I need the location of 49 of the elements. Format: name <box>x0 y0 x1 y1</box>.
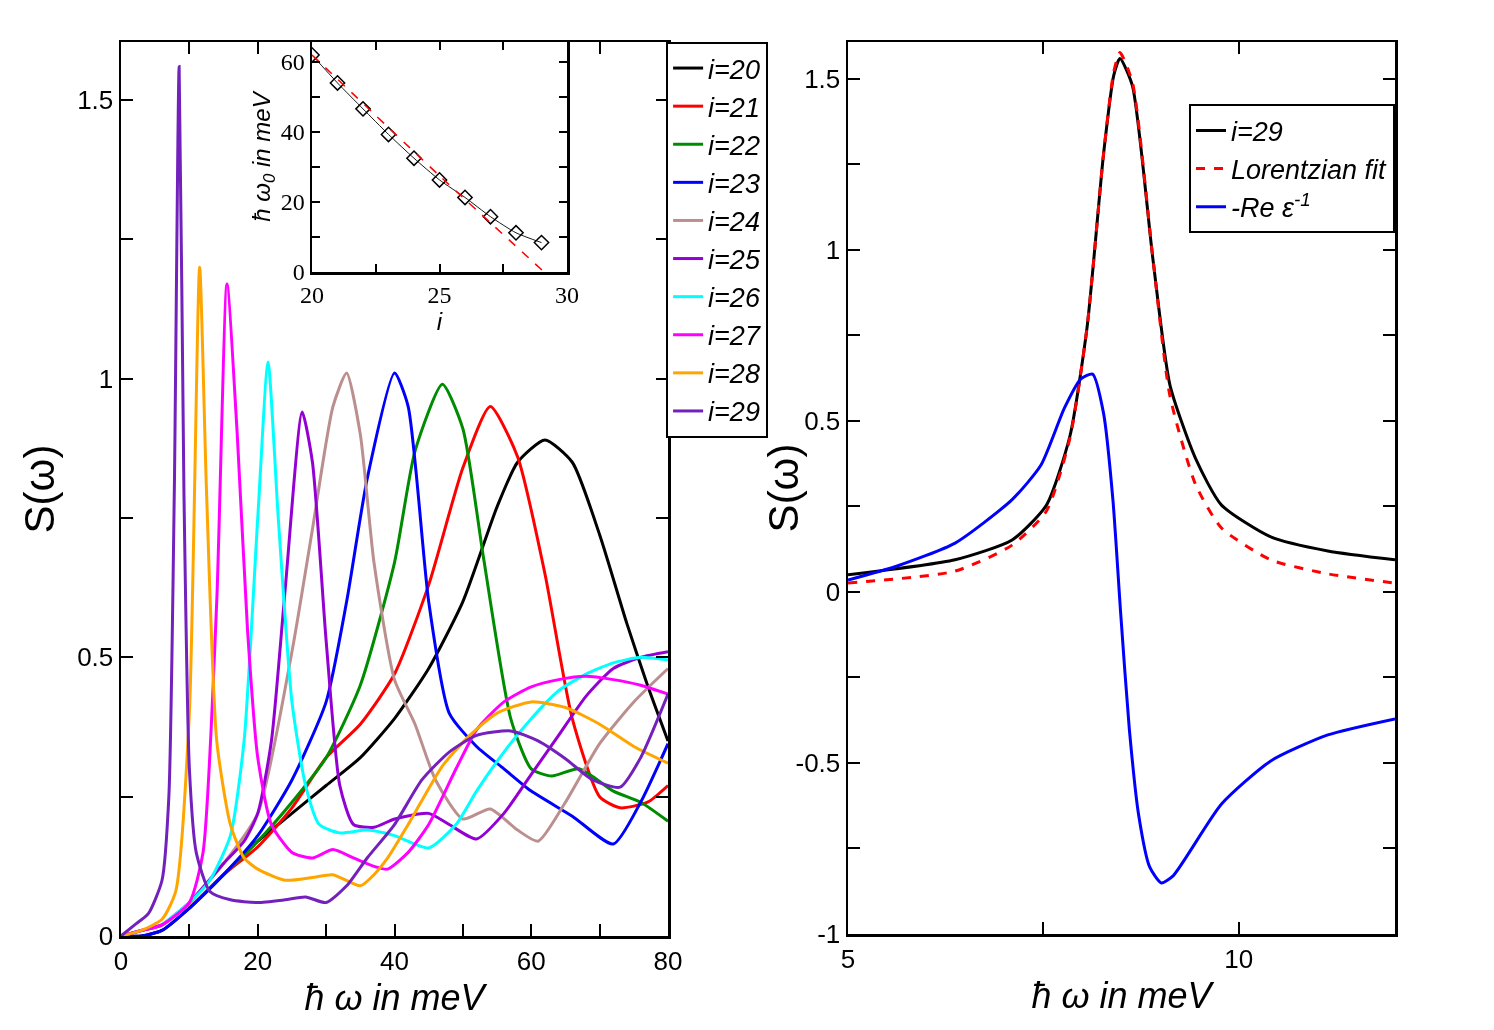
x-tick-label: 80 <box>653 945 683 976</box>
y-tick-label: 0 <box>98 921 114 952</box>
point <box>380 126 397 143</box>
legend-label: i=21 <box>708 92 760 123</box>
legend-label: i=28 <box>708 359 760 390</box>
y-tick-label: 0 <box>825 577 841 608</box>
legend-label: i=25 <box>708 245 761 276</box>
legend-label: i=23 <box>708 168 760 199</box>
point <box>482 208 499 225</box>
point <box>406 150 422 167</box>
legend-label: Lorentzian fit <box>1231 155 1388 186</box>
y-tick-label: 0.5 <box>804 406 841 437</box>
y-tick-label: 20 <box>280 189 305 216</box>
legend-label: -Re ε$^{-1}$ <box>1231 188 1311 224</box>
legend-label: i=20 <box>708 54 760 85</box>
x-axis-title: ħ ω in meV <box>304 976 488 1018</box>
point <box>508 224 524 241</box>
x-axis-title: i <box>436 308 443 336</box>
legend-label: i=29 <box>708 397 760 428</box>
y-tick-label: 1.5 <box>804 64 841 95</box>
point <box>329 75 346 91</box>
y-tick-label: 1.5 <box>77 85 114 116</box>
x-axis-title: ħ ω in meV <box>1031 974 1215 1016</box>
point <box>355 100 371 117</box>
x-tick-label: 40 <box>380 945 409 976</box>
x-tick-label: 10 <box>1224 943 1254 974</box>
point <box>533 234 550 251</box>
legend-label: i=26 <box>708 283 761 314</box>
x-tick-label: 25 <box>427 282 452 309</box>
y-axis-title: S(ω) <box>760 443 807 533</box>
legend-label: i=24 <box>708 206 760 237</box>
x-tick-label: 20 <box>243 945 273 976</box>
point <box>431 172 448 188</box>
y-tick-label: 0.5 <box>77 642 114 673</box>
point <box>457 189 473 206</box>
x-tick-label: 30 <box>555 282 579 309</box>
y-tick-label: 1 <box>825 235 841 266</box>
legend-label: i=22 <box>708 130 760 161</box>
x-tick-label: 60 <box>516 945 546 976</box>
line-series <box>848 372 1395 885</box>
legend-label: i=27 <box>708 321 761 352</box>
y-tick-label: 60 <box>280 49 305 76</box>
y-tick-label: -1 <box>817 919 841 950</box>
y-tick-label: 1 <box>98 363 114 394</box>
y-tick-label: 40 <box>280 119 305 146</box>
y-axis-title: S(ω) <box>15 444 63 534</box>
legend-label: i=29 <box>1231 117 1283 148</box>
y-tick-label: -0.5 <box>795 748 841 779</box>
x-tick-label: 5 <box>840 943 856 974</box>
